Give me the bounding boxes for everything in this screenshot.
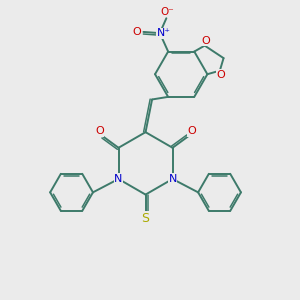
Text: O: O	[133, 27, 141, 37]
Text: O⁻: O⁻	[160, 7, 174, 17]
Text: O: O	[201, 36, 210, 46]
Text: O: O	[95, 126, 104, 136]
Text: O: O	[216, 70, 225, 80]
Text: N: N	[168, 174, 177, 184]
Text: N⁺: N⁺	[157, 28, 171, 38]
Text: S: S	[142, 212, 149, 225]
Text: O: O	[187, 126, 196, 136]
Text: N: N	[114, 174, 123, 184]
